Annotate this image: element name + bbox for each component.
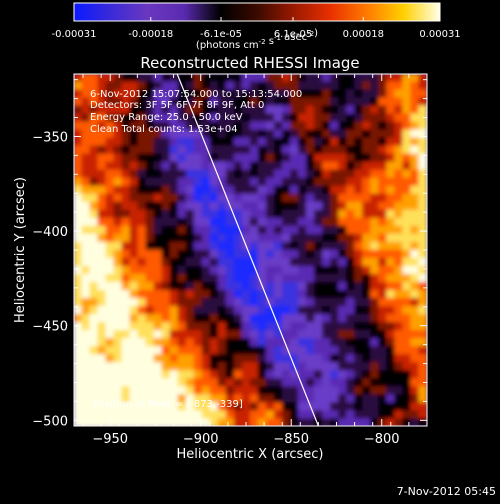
x-tick-label: −900 (183, 432, 219, 447)
x-axis-label: Heliocentric X (arcsec) (177, 447, 324, 462)
colorbar (74, 3, 440, 21)
x-axis-ticks: −950 −900 −850 −800 (82, 74, 428, 447)
colorbar-tick-label: 6.1e-05 (274, 29, 312, 40)
x-tick-label: −850 (273, 432, 309, 447)
y-axis-label: Heliocentric Y (arcsec) (13, 177, 28, 323)
annotation-detectors: Detectors: 3F 5F 6F 7F 8F 9F, Att 0 (90, 100, 264, 111)
colorbar-ticks: -0.00031 -0.00018 -6.1e-05 6.1e-05 0.00018 0.… (52, 17, 461, 40)
colorbar-tick-label: 0.00018 (343, 29, 384, 40)
y-axis-ticks: −500 −450 −400 −350 (32, 79, 427, 429)
annotation-clean: Clean Total counts: 1.53e+04 (90, 124, 238, 135)
annotation-energy: Energy Range: 25.0 - 50.0 keV (90, 112, 243, 123)
heatmap-image (74, 74, 427, 426)
y-tick-label: −350 (32, 130, 68, 145)
colorbar-tick-label: -0.00031 (52, 29, 97, 40)
annotation-peak: Position of Peak = [-873,-339] (93, 399, 243, 410)
x-tick-label: −950 (92, 432, 128, 447)
y-tick-label: −400 (32, 225, 68, 240)
x-tick-label: −800 (364, 432, 400, 447)
solar-limb-line (176, 74, 319, 426)
annotation-time: 6-Nov-2012 15:07:54.000 to 15:13:54.000 (90, 89, 302, 100)
colorbar-tick-label: -0.00018 (128, 29, 173, 40)
timestamp: 7-Nov-2012 05:45 (397, 485, 496, 498)
y-tick-label: −450 (32, 320, 68, 335)
colorbar-tick-label: 0.00031 (419, 29, 460, 40)
colorbar-unit-label: (photons cm-2 s-1 asec-2) (196, 28, 318, 51)
colorbar-tick-label: -6.1e-05 (200, 29, 242, 40)
colorbar-frame (73, 2, 441, 22)
chart-title: Reconstructed RHESSI Image (140, 54, 359, 72)
y-tick-label: −500 (32, 414, 68, 429)
